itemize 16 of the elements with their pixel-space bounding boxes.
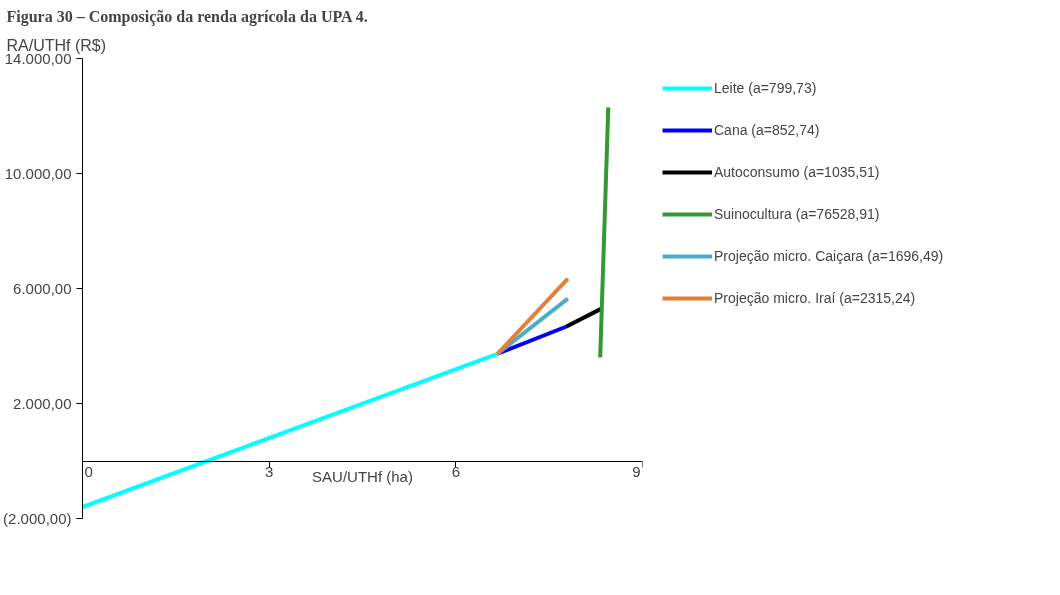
x-tick-label: 3 bbox=[265, 463, 274, 480]
legend-label: Autoconsumo (a=1035,51) bbox=[714, 164, 880, 180]
x-tick-label: 0 bbox=[84, 463, 93, 480]
legend-label: Projeção micro. Caiçara (a=1696,49) bbox=[714, 248, 944, 264]
y-tick-label: (2.000,00) bbox=[3, 510, 72, 527]
y-tick-label: 2.000,00 bbox=[13, 395, 72, 412]
chart-title: Figura 30 – Composição da renda agrícola da UPA 4. bbox=[6, 7, 368, 26]
legend-label: Suinocultura (a=76528,91) bbox=[714, 206, 880, 222]
x-tick-label: 9 bbox=[632, 463, 641, 480]
y-tick-label: 6.000,00 bbox=[13, 280, 72, 297]
legend-label: Leite (a=799,73) bbox=[714, 80, 817, 96]
legend-label: Cana (a=852,74) bbox=[714, 122, 820, 138]
x-tick-label: 6 bbox=[451, 463, 461, 480]
legend-label: Projeção micro. Iraí (a=2315,24) bbox=[714, 290, 916, 306]
x-axis-title: SAU/UTHf (ha) bbox=[312, 467, 413, 485]
y-tick-label: 10.000,00 bbox=[4, 165, 72, 182]
